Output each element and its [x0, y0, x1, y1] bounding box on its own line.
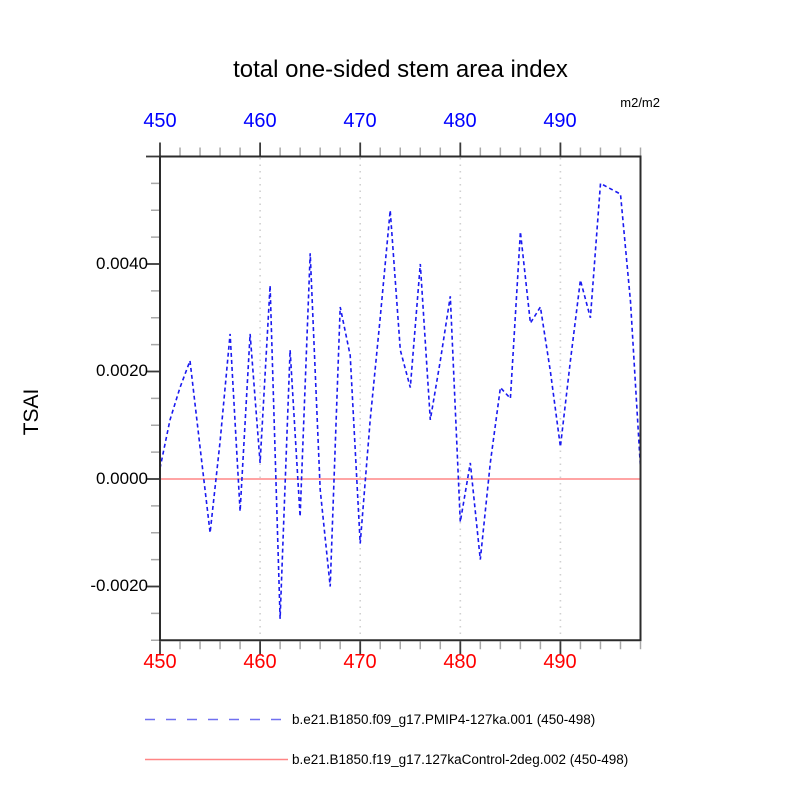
y-axis-tick-label: -0.0020 — [90, 576, 148, 595]
legend-entry-pmip4: b.e21.B1850.f09_g17.PMIP4-127ka.001 (450… — [292, 712, 596, 727]
y-axis-tick-label: 0.0020 — [96, 361, 148, 380]
bottom-axis-tick-label: 470 — [343, 651, 377, 673]
pmip4-series-line — [159, 182, 642, 619]
unit-label: m2/m2 — [620, 95, 660, 110]
bottom-axis-tick-label: 490 — [543, 651, 577, 673]
top-axis-tick-label: 480 — [443, 110, 477, 132]
legend-entry-control: b.e21.B1850.f19_g17.127kaControl-2deg.00… — [292, 752, 629, 767]
y-axis-tick-label: 0.0000 — [96, 469, 148, 488]
top-axis-tick-label: 490 — [543, 110, 577, 132]
chart-title: total one-sided stem area index — [233, 56, 568, 83]
top-axis-tick-label: 450 — [143, 110, 177, 132]
bottom-axis-tick-label: 450 — [143, 651, 177, 673]
bottom-axis-tick-label: 460 — [243, 651, 277, 673]
plot-frame — [159, 155, 642, 642]
y-axis-title: TSAI — [20, 388, 43, 436]
bottom-axis-tick-label: 480 — [443, 651, 477, 673]
top-axis-tick-label: 470 — [343, 110, 377, 132]
y-axis-tick-label: 0.0040 — [96, 254, 148, 273]
top-axis-tick-label: 460 — [243, 110, 277, 132]
